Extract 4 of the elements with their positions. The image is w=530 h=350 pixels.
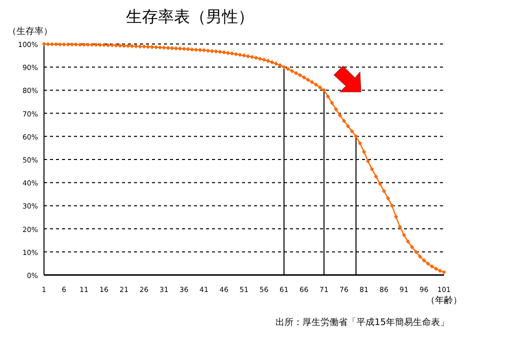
text: 出所：厚生労働省「平成15年簡易生命表」 — [276, 317, 449, 328]
chart-title: 生存率表（男性） — [126, 7, 254, 26]
y-axis-title: （生存率） — [8, 26, 52, 37]
x-axis-title: （年齢） — [426, 295, 462, 306]
